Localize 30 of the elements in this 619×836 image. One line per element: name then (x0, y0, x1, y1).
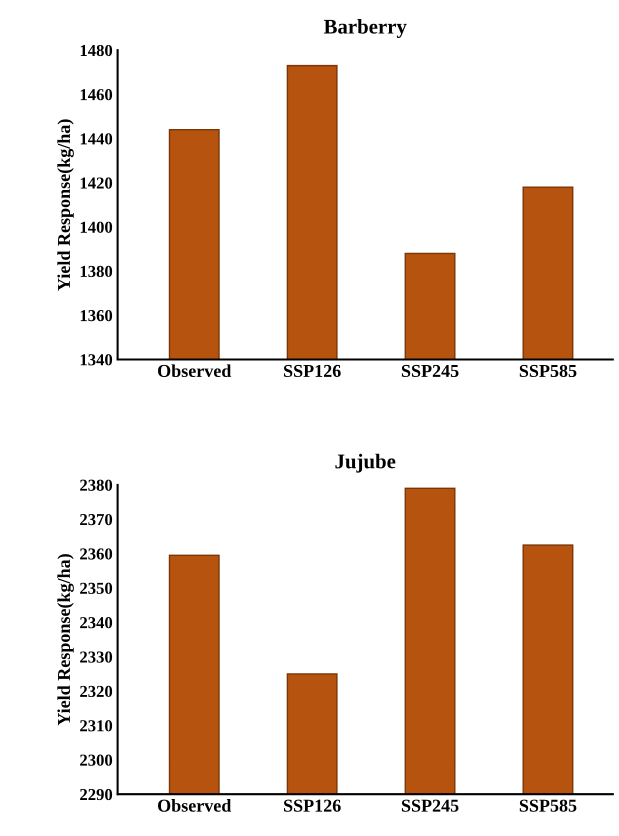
y-tick-label: 1380 (80, 266, 112, 278)
chart-title: Jujube (335, 454, 396, 473)
y-tick-label: 2290 (80, 788, 112, 800)
x-tick-label: SSP126 (284, 800, 341, 812)
y-tick-label: 2350 (80, 582, 112, 594)
y-axis-title: Yield Response(kg/ha) (57, 119, 74, 291)
chart-title: Barberry (324, 19, 407, 38)
x-tick-label: SSP126 (284, 364, 341, 378)
y-tick-label: 2340 (80, 617, 112, 628)
y-tick-label: 1360 (80, 310, 112, 322)
x-tick-label: SSP245 (402, 800, 458, 812)
y-tick-label: 2330 (80, 651, 112, 663)
y-tick-label: 2320 (80, 686, 112, 698)
y-tick-label: 2310 (80, 720, 112, 732)
x-tick-label: SSP585 (520, 800, 576, 812)
y-tick-label: 2370 (80, 514, 112, 526)
y-tick-label: 1420 (80, 177, 112, 189)
y-tick-label: 1480 (80, 44, 112, 56)
y-tick-label: 1460 (80, 89, 112, 100)
x-tick-label: Observed (158, 364, 232, 378)
x-tick-label: SSP245 (402, 364, 458, 378)
x-tick-label: SSP585 (520, 364, 576, 378)
y-tick-label: 2380 (80, 480, 112, 491)
x-tick-label: Observed (158, 799, 232, 812)
y-tick-label: 1340 (80, 354, 112, 366)
y-tick-label: 2360 (80, 548, 112, 560)
y-tick-label: 1440 (80, 133, 112, 144)
y-axis-title: Yield Response(kg/ha) (57, 554, 74, 726)
y-tick-label: 2300 (80, 754, 112, 766)
y-tick-label: 1400 (80, 222, 112, 233)
